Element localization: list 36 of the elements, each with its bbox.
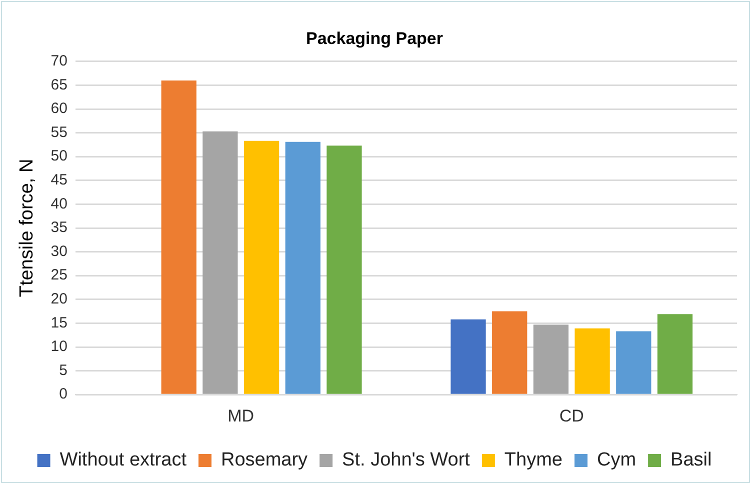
y-tick-label: 30: [50, 242, 68, 260]
x-tick-label: CD: [559, 406, 584, 426]
bar: [285, 142, 320, 394]
y-tick-label: 25: [50, 266, 68, 284]
chart-title: Packaging Paper: [306, 28, 444, 48]
bar: [492, 311, 528, 394]
bar: [202, 131, 238, 394]
legend-label: Cym: [597, 450, 636, 471]
y-tick-label: 40: [50, 195, 68, 212]
y-tick-label: 50: [50, 148, 68, 165]
bar: [574, 328, 610, 394]
y-tick-label: 5: [59, 362, 68, 379]
y-tick-label: 15: [50, 314, 68, 332]
bar: [161, 80, 196, 394]
y-tick-label: 45: [50, 172, 68, 189]
bar: [533, 324, 569, 394]
y-tick-label: 60: [50, 100, 68, 118]
bar: [616, 331, 652, 394]
y-tick-label: 35: [50, 219, 68, 236]
y-axis-title: Ttensile force, N: [16, 158, 38, 298]
y-tick-label: 55: [50, 124, 68, 141]
legend-label: Without extract: [60, 450, 188, 471]
y-tick-label: 20: [50, 290, 68, 308]
bar: [450, 319, 486, 394]
bar: [244, 140, 280, 394]
legend-label: St. John's Wort: [342, 450, 471, 471]
legend-label: Thyme: [504, 450, 563, 471]
legend-label: Rosemary: [220, 450, 308, 471]
y-tick-label: 65: [50, 76, 68, 94]
y-tick-label: 10: [50, 338, 68, 356]
x-tick-label: MD: [228, 406, 254, 426]
legend-label: Basil: [670, 450, 712, 471]
bar: [657, 314, 693, 394]
bar: [326, 146, 362, 394]
y-tick-label: 70: [50, 52, 68, 70]
y-tick-label: 0: [59, 386, 68, 403]
